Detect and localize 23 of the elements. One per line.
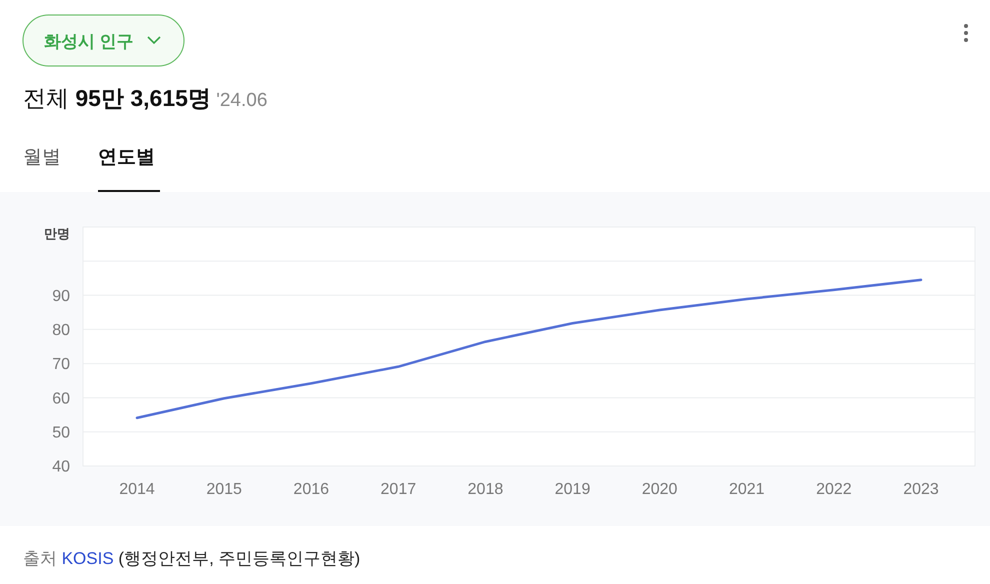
- x-tick-label: 2019: [554, 481, 590, 498]
- y-tick-label: 90: [52, 288, 70, 305]
- x-tick-label: 2022: [816, 481, 852, 498]
- x-tick-label: 2014: [119, 481, 155, 498]
- x-tick-label: 2017: [380, 481, 416, 498]
- x-tick-label: 2015: [206, 481, 242, 498]
- y-tick-label: 40: [52, 458, 70, 476]
- x-tick-label: 2016: [293, 481, 330, 498]
- y-tick-label: 80: [52, 322, 70, 340]
- x-tick-label: 2023: [903, 481, 939, 498]
- y-tick-label: 70: [52, 356, 70, 374]
- text: 연도별: [98, 147, 155, 168]
- chart-subtitle: 전체 95만 3,615명 '24.06: [23, 85, 268, 111]
- line-series: [136, 278, 922, 420]
- source-note: 출처 KOSIS (행정안전부, 주민등록인구현황): [23, 549, 360, 568]
- y-tick-label: 50: [52, 424, 70, 442]
- x-tick-label: 2021: [728, 481, 765, 498]
- chart-title: 화성시 인구: [44, 32, 134, 51]
- y-tick-label: 60: [52, 390, 70, 408]
- text: 월별: [23, 147, 61, 168]
- y-axis-title: 만명: [44, 226, 70, 241]
- x-tick-label: 2020: [642, 481, 678, 498]
- x-tick-label: 2018: [468, 481, 504, 498]
